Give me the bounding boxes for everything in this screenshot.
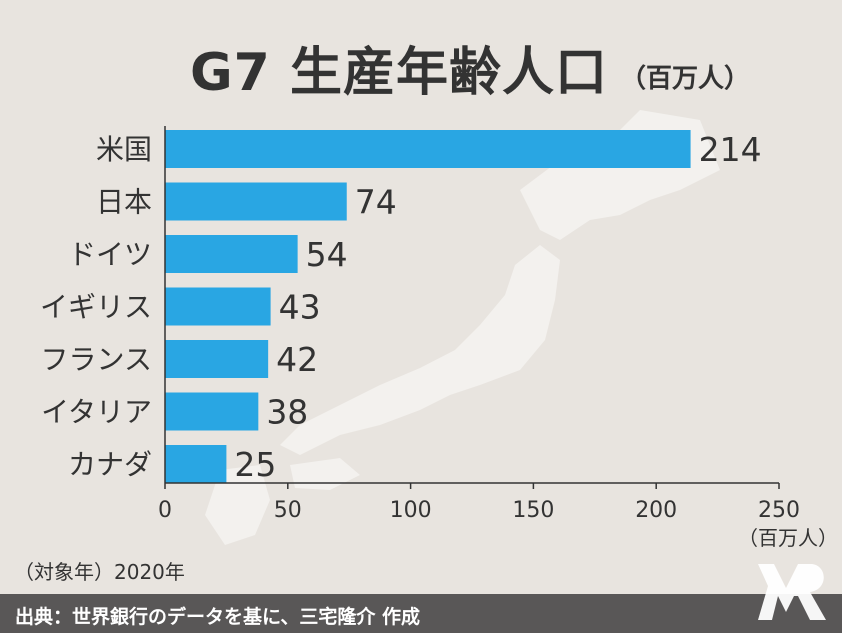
- bar: [165, 287, 271, 326]
- footer-bar: [0, 594, 842, 633]
- x-tick-label: 250: [758, 498, 800, 523]
- data-label: 54: [306, 235, 348, 274]
- x-tick-label: 150: [512, 498, 554, 523]
- target-year-note: （対象年）2020年: [14, 560, 185, 584]
- x-tick-label: 200: [635, 498, 677, 523]
- category-label: 米国: [96, 133, 152, 166]
- x-axis-unit: （百万人）: [738, 526, 838, 550]
- category-label: イタリア: [41, 396, 152, 429]
- category-label: フランス: [41, 343, 152, 376]
- bar: [165, 235, 298, 273]
- category-label: ドイツ: [68, 238, 152, 271]
- bar: [165, 445, 227, 483]
- map-shikoku: [290, 458, 360, 490]
- bar: [165, 182, 347, 221]
- data-label: 214: [699, 130, 762, 169]
- source-credit: 出典：世界銀行のデータを基に、三宅隆介 作成: [15, 606, 421, 628]
- data-label: 25: [234, 445, 276, 484]
- category-label: カナダ: [68, 448, 152, 481]
- data-label: 74: [355, 183, 397, 222]
- x-tick-label: 0: [158, 498, 172, 523]
- data-label: 43: [279, 288, 321, 327]
- title-unit: （百万人）: [620, 64, 751, 94]
- x-tick-label: 100: [390, 498, 432, 523]
- bar: [165, 392, 259, 431]
- category-label: 日本: [96, 186, 152, 219]
- bar: [165, 340, 269, 378]
- category-label: イギリス: [40, 291, 152, 324]
- data-label: 42: [276, 340, 318, 379]
- data-label: 38: [266, 393, 308, 432]
- x-tick-label: 50: [274, 498, 302, 523]
- bar: [165, 130, 691, 168]
- mr-logo: [758, 564, 826, 620]
- chart-title: G7 生産年齢人口: [190, 43, 608, 103]
- map-kyushu: [205, 465, 270, 545]
- map-honshu: [280, 245, 560, 455]
